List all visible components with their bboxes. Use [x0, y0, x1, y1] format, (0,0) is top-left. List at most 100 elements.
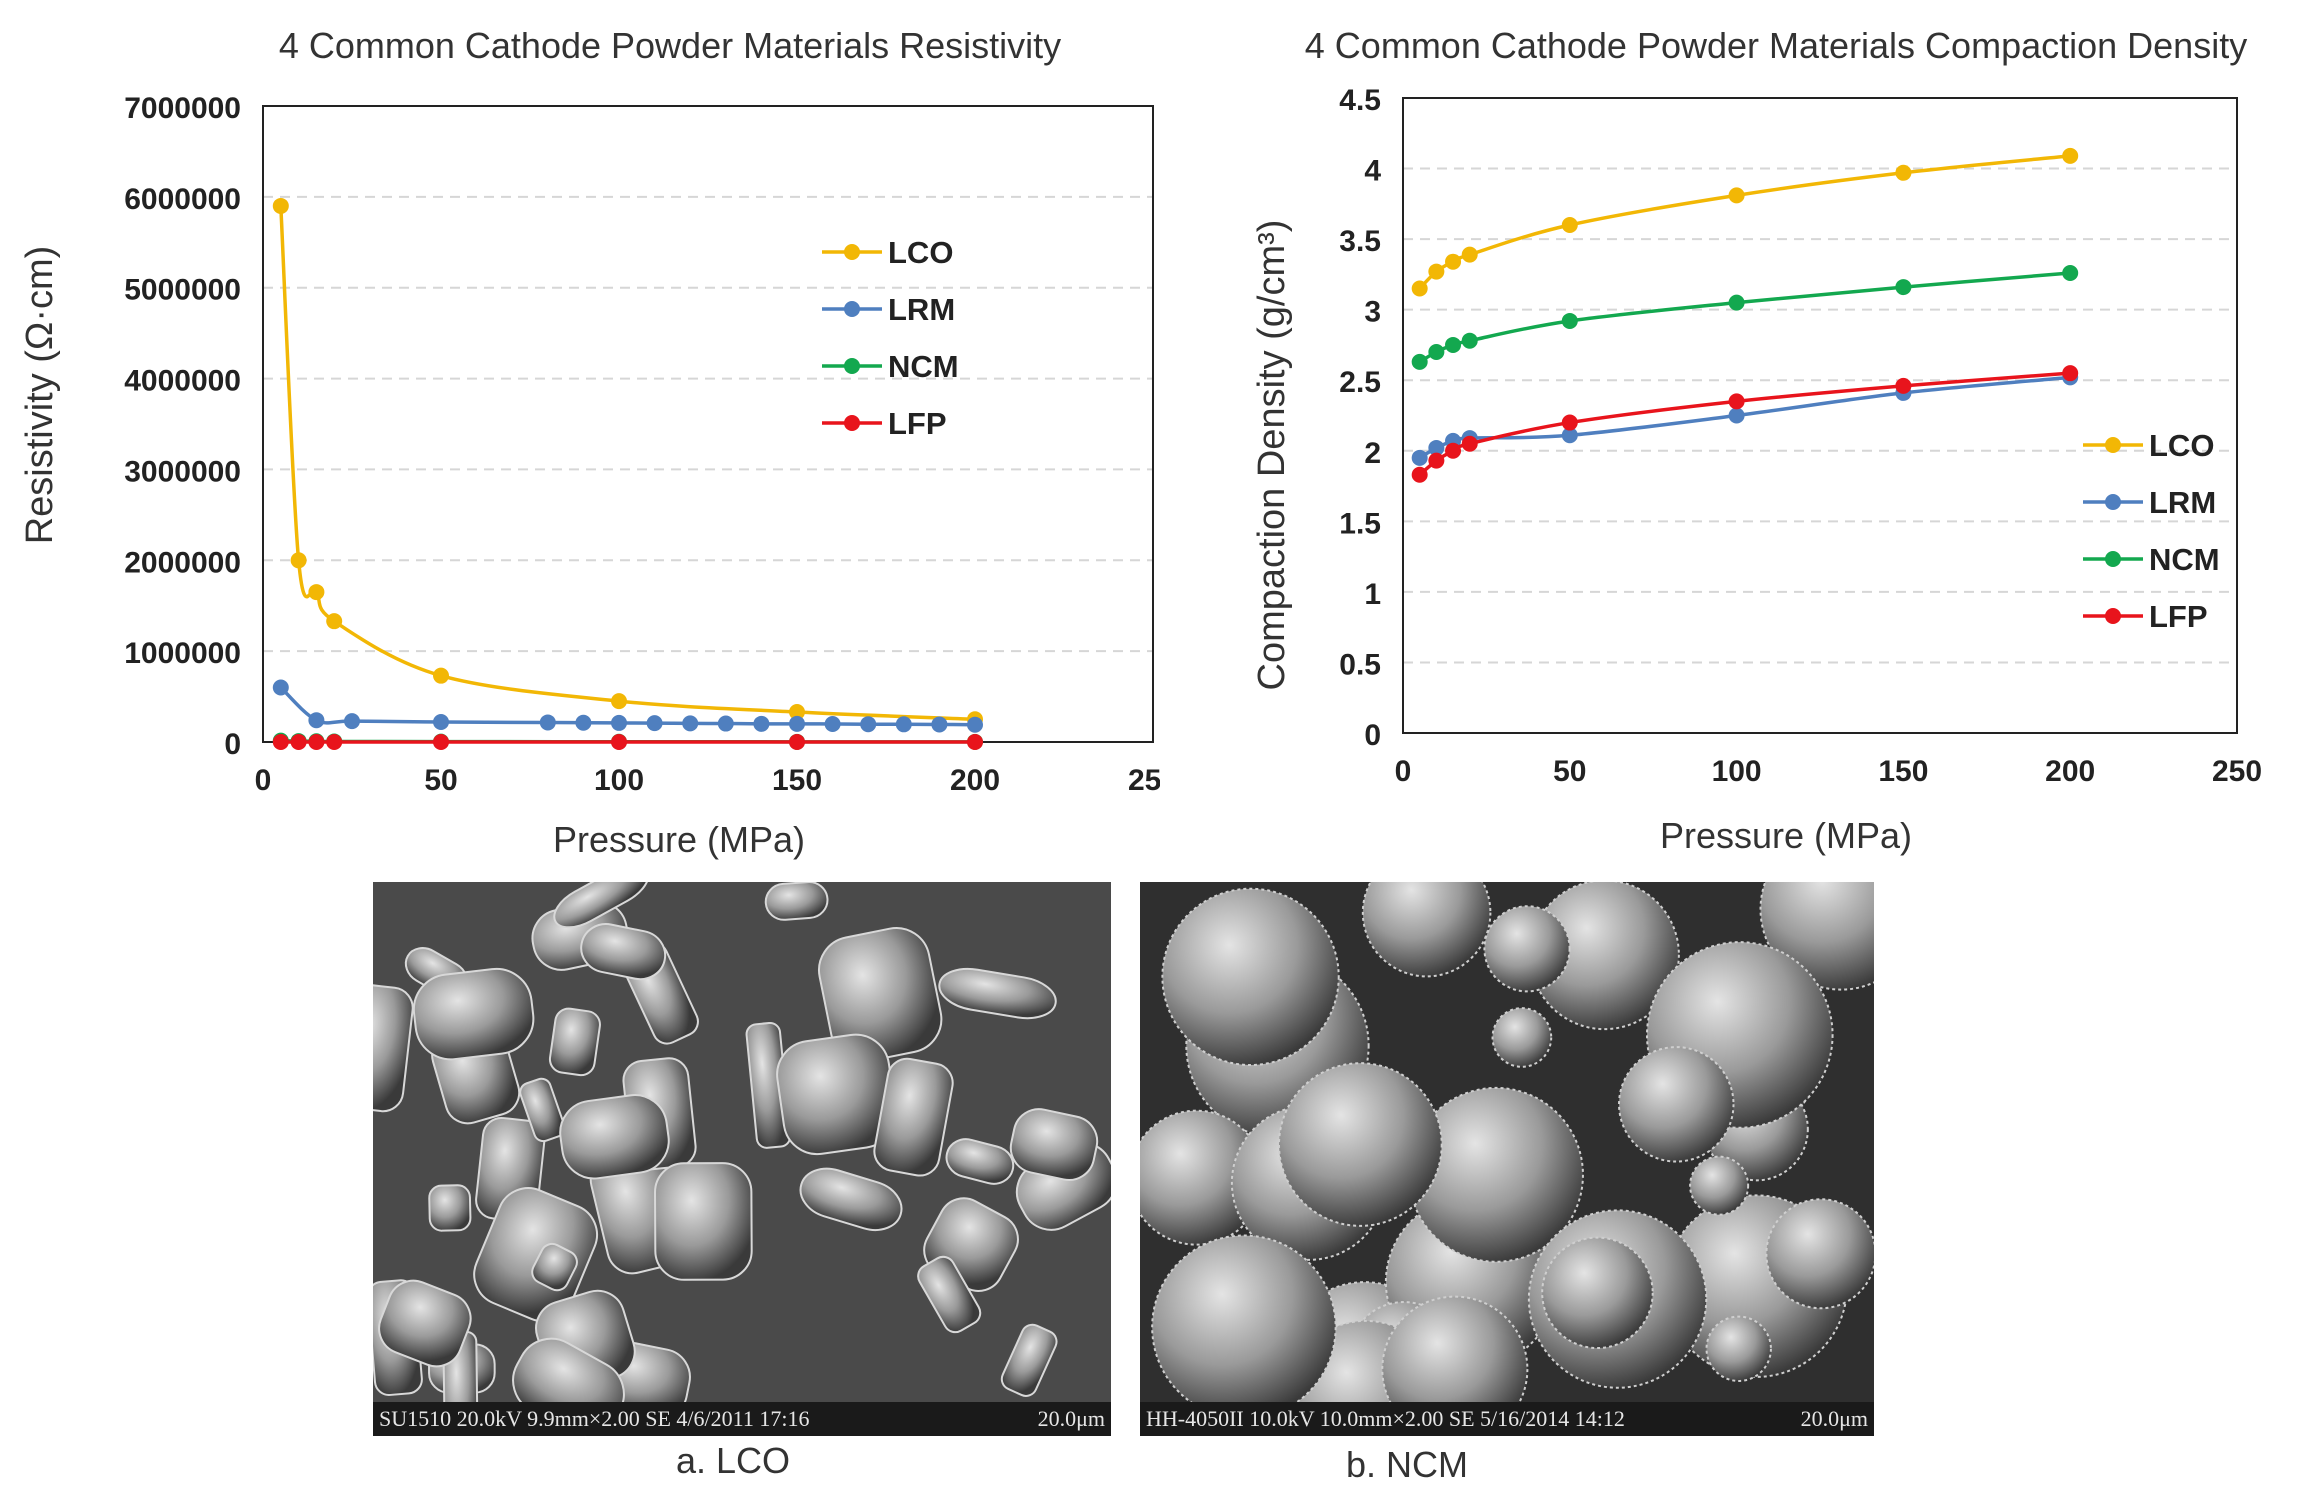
data-point-lrm: [860, 716, 877, 733]
sem-scale-label: 20.0μm: [1800, 1406, 1868, 1431]
data-point-lco: [1461, 246, 1478, 263]
particle: [764, 882, 829, 921]
particle: [1765, 1198, 1874, 1310]
x-axis-label: Pressure (MPa): [1660, 815, 1912, 856]
data-point-lrm: [1895, 384, 1912, 401]
data-point-lco: [1561, 217, 1578, 233]
data-point-lfp: [1728, 393, 1745, 410]
y-tick-label: 1000000: [124, 637, 241, 670]
data-point-lrm: [1428, 439, 1445, 456]
legend-label-ncm: NCM: [888, 349, 959, 384]
y-tick-label: 5000000: [124, 274, 241, 307]
data-point-lco: [1445, 253, 1462, 270]
particle: [654, 1162, 753, 1281]
plot-frame: [262, 105, 1154, 743]
particle: [1529, 882, 1680, 1031]
particle: [1361, 882, 1492, 978]
x-tick-label: 150: [772, 764, 822, 797]
particle: [428, 1184, 472, 1232]
x-tick-label: 0: [1395, 755, 1412, 788]
particle: [373, 983, 414, 1113]
y-axis-label: Resistivity (Ω·cm): [19, 246, 61, 545]
data-point-lfp: [272, 734, 289, 750]
legend-label-lrm: LRM: [2149, 485, 2216, 520]
y-tick-label: 0.5: [1339, 648, 1381, 681]
data-point-lfp: [789, 734, 805, 750]
data-point-lfp: [308, 734, 325, 750]
data-point-lco: [611, 693, 627, 710]
legend-marker-lco: [2105, 437, 2121, 453]
data-point-lfp: [1561, 414, 1578, 431]
legend-label-lco: LCO: [888, 235, 953, 270]
particle: [1491, 1007, 1553, 1068]
data-point-lrm: [753, 715, 770, 732]
data-point-lfp: [1445, 442, 1462, 459]
legend-label-ncm: NCM: [2149, 542, 2220, 577]
particle: [1541, 1236, 1654, 1350]
particle: [1483, 905, 1571, 993]
data-point-lrm: [789, 715, 805, 732]
y-axis-label: Compaction Density (g/cm³): [1251, 220, 1293, 691]
y-tick-label: 4000000: [124, 365, 241, 398]
y-tick-label: 6000000: [124, 183, 241, 216]
data-point-lrm: [824, 716, 841, 733]
data-point-lco: [308, 584, 325, 601]
caption-lco: a. LCO: [675, 1440, 791, 1481]
data-point-lrm: [895, 716, 912, 733]
data-point-lfp: [1428, 452, 1445, 469]
particle: [512, 1337, 625, 1402]
resistivity-chart: 4 Common Cathode Powder Materials Resist…: [19, 25, 1160, 860]
legend-marker-lrm: [844, 301, 860, 317]
x-tick-label: 50: [424, 764, 457, 797]
particle: [1278, 1062, 1443, 1227]
sem-metadata: SU1510 20.0kV 9.9mm×2.00 SE 4/6/2011 17:…: [379, 1406, 810, 1431]
particle: [531, 1242, 578, 1292]
y-tick-label: 3: [1364, 296, 1381, 329]
data-point-lrm: [682, 715, 699, 732]
data-point-lco: [1728, 187, 1745, 204]
particle: [519, 1077, 566, 1143]
sem-info-bar: HH-4050II 10.0kV 10.0mm×2.00 SE 5/16/201…: [1140, 1402, 1874, 1436]
caption-ncm: b. NCM: [1345, 1444, 1468, 1485]
data-point-ncm: [1445, 336, 1462, 353]
data-point-lco: [272, 197, 289, 214]
data-point-lco: [1428, 263, 1445, 280]
particle: [378, 1279, 472, 1368]
data-point-lfp: [2062, 365, 2079, 382]
particle: [1689, 1155, 1750, 1216]
data-point-lfp: [1895, 377, 1912, 394]
particle: [1705, 1315, 1772, 1382]
y-tick-label: 3000000: [124, 455, 241, 488]
x-tick-label: 150: [1878, 755, 1928, 788]
data-point-lrm: [1728, 407, 1745, 424]
data-point-lfp: [326, 734, 343, 750]
chart-title: 4 Common Cathode Powder Materials Compac…: [1305, 25, 2247, 66]
x-tick-label: 250: [1128, 764, 1160, 797]
y-tick-label: 2.5: [1339, 366, 1381, 399]
particle: [873, 1057, 954, 1177]
legend-marker-lfp: [844, 415, 860, 431]
particle: [1161, 887, 1340, 1067]
x-tick-label: 100: [1712, 755, 1762, 788]
series-line-ncm: [1418, 271, 2071, 364]
data-point-lrm: [272, 679, 289, 696]
y-tick-label: 1.5: [1339, 507, 1381, 540]
series-line-lrm: [1418, 375, 2071, 460]
y-tick-label: 4: [1364, 155, 1381, 188]
data-point-lco: [1895, 164, 1912, 181]
particle: [473, 1187, 598, 1323]
x-tick-label: 200: [2045, 755, 2095, 788]
data-point-lrm: [717, 715, 734, 732]
y-tick-label: 0: [224, 728, 241, 761]
x-axis-label: Pressure (MPa): [553, 819, 805, 860]
data-point-lrm: [1461, 430, 1478, 447]
y-tick-label: 2: [1364, 437, 1381, 470]
particle: [1009, 1108, 1099, 1181]
data-point-lrm: [967, 716, 983, 733]
series-line-lco: [1418, 154, 2071, 290]
legend-marker-lfp: [2105, 608, 2121, 624]
x-tick-label: 250: [2212, 755, 2262, 788]
data-point-lfp: [1411, 466, 1428, 483]
data-point-lco: [1411, 280, 1428, 297]
data-point-ncm: [1411, 353, 1428, 370]
